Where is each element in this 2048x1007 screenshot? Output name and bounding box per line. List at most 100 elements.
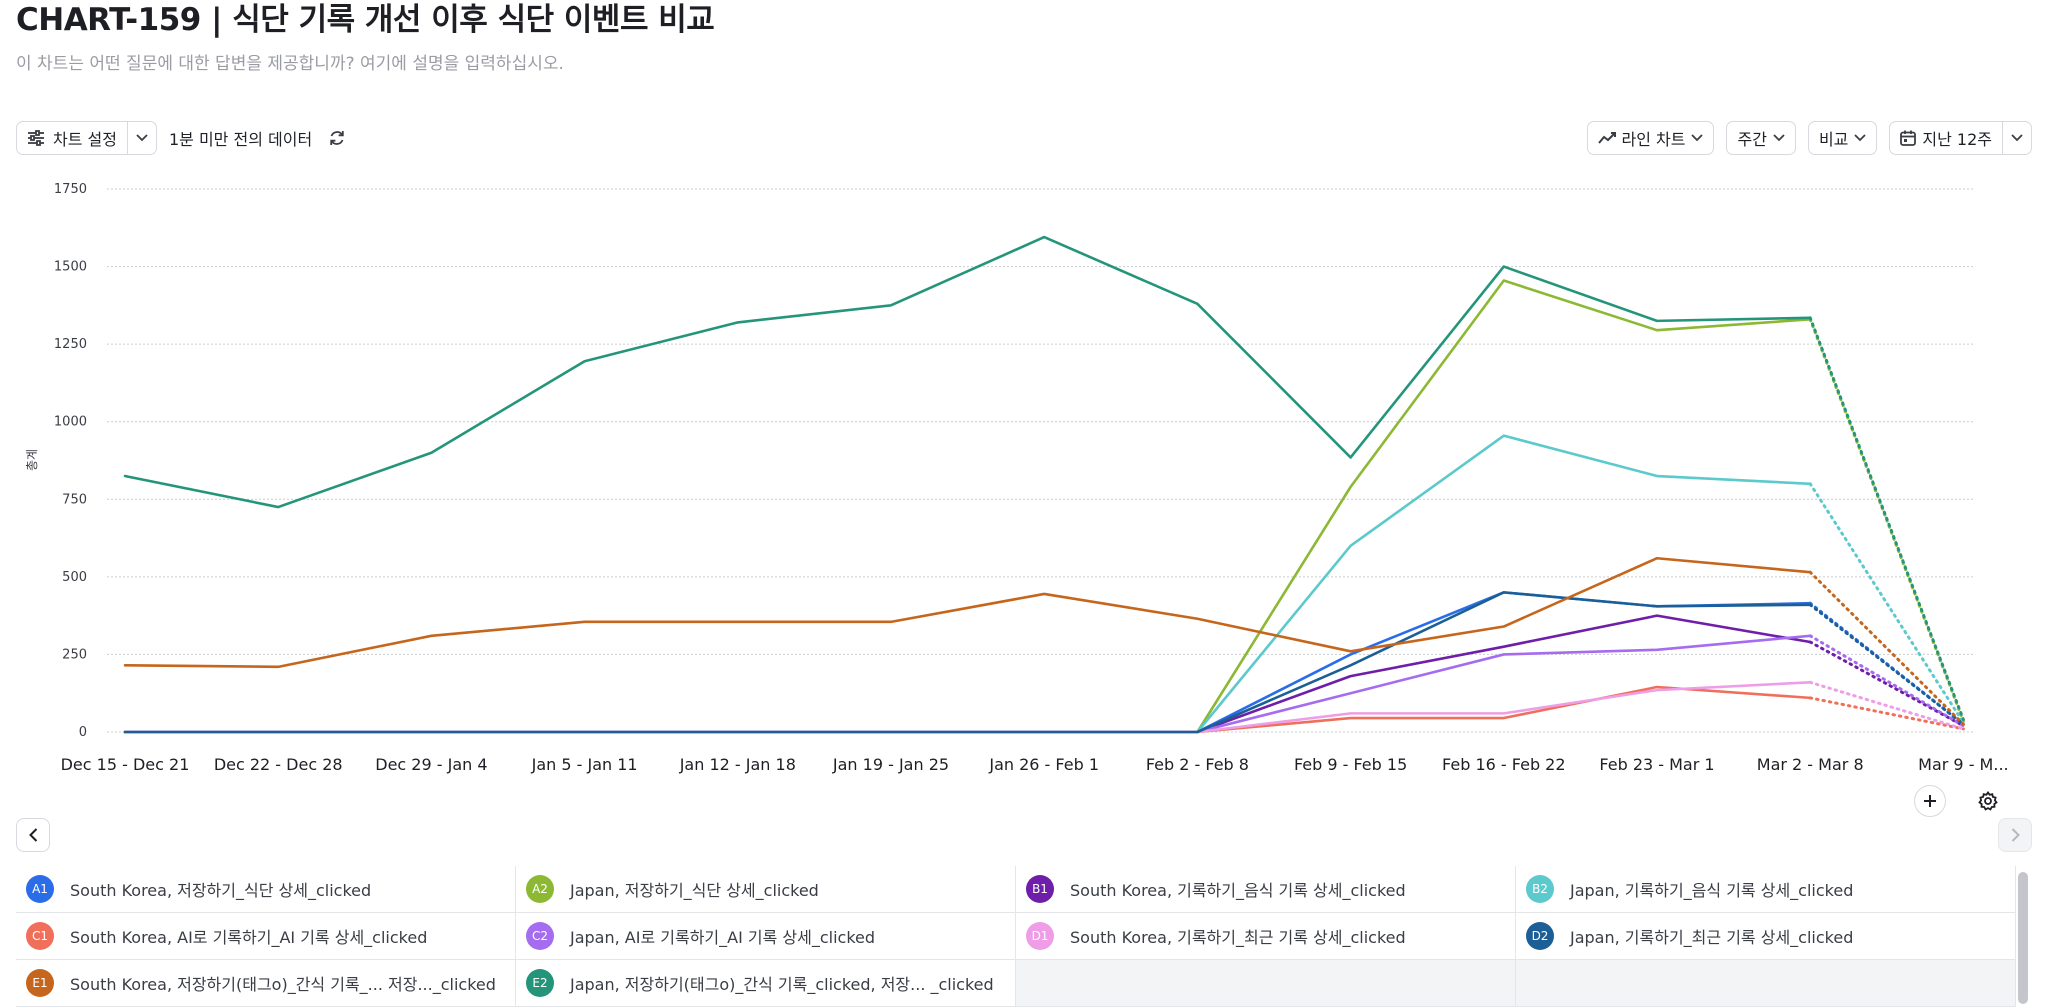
gear-icon xyxy=(1978,791,1998,811)
legend-label: Japan, AI로 기록하기_AI 기록 상세_clicked xyxy=(570,928,876,947)
x-tick-label: Dec 29 - Jan 4 xyxy=(375,755,487,774)
date-range-button[interactable]: 지난 12주 xyxy=(1890,122,2002,154)
legend-label: Japan, 기록하기_음식 기록 상세_clicked xyxy=(1570,881,1854,900)
chart-type-dropdown[interactable]: 라인 차트 xyxy=(1586,121,1715,155)
legend-item[interactable]: A2 Japan, 저장하기_식단 상세_clicked xyxy=(516,866,1016,913)
interval-label: 주간 xyxy=(1737,130,1767,149)
chevron-down-icon xyxy=(1691,134,1704,142)
chevron-down-icon xyxy=(2011,134,2023,142)
series-D2[interactable] xyxy=(123,591,1965,734)
series-E2[interactable] xyxy=(123,235,1965,722)
series-A1[interactable] xyxy=(123,591,1965,734)
chart-settings-button[interactable]: 차트 설정 xyxy=(17,122,127,154)
legend-item[interactable]: A1 South Korea, 저장하기_식단 상세_clicked xyxy=(16,866,516,913)
series-lines[interactable] xyxy=(123,235,1965,734)
interval-dropdown[interactable]: 주간 xyxy=(1726,121,1796,155)
legend-badge: D2 xyxy=(1526,922,1554,950)
series-line[interactable] xyxy=(123,279,1812,734)
legend-row: C1 South Korea, AI로 기록하기_AI 기록 상세_clicked… xyxy=(16,913,2016,960)
toolbar-right: 라인 차트 주간 비교 지난 12주 xyxy=(1586,121,2032,155)
x-tick-label: Dec 22 - Dec 28 xyxy=(214,755,343,774)
legend-label: South Korea, 기록하기_최근 기록 상세_clicked xyxy=(1070,928,1406,947)
x-tick-label: Feb 16 - Feb 22 xyxy=(1442,755,1566,774)
legend-badge: B2 xyxy=(1526,875,1554,903)
legend-badge: B1 xyxy=(1026,875,1054,903)
chevron-down-icon xyxy=(136,134,148,142)
chart-type-label: 라인 차트 xyxy=(1621,130,1686,149)
series-partial-line[interactable] xyxy=(1808,634,1965,728)
line-chart[interactable]: 0 250 500 750 1000 1250 1500 1750 Dec 15 - Dec … xyxy=(0,170,2048,785)
series-C2[interactable] xyxy=(123,634,1965,734)
legend-next-button[interactable] xyxy=(1998,818,2032,852)
chevron-down-icon xyxy=(1773,134,1785,142)
series-line[interactable] xyxy=(123,634,1812,734)
line-chart-icon xyxy=(1597,131,1616,145)
series-line[interactable] xyxy=(123,685,1812,734)
compare-dropdown[interactable]: 비교 xyxy=(1807,121,1878,155)
series-partial-line[interactable] xyxy=(1808,696,1965,731)
add-button[interactable] xyxy=(1914,785,1946,817)
series-line[interactable] xyxy=(123,591,1812,734)
legend-item[interactable]: D2 Japan, 기록하기_최근 기록 상세_clicked xyxy=(1516,913,2016,960)
series-partial-line[interactable] xyxy=(1808,680,1965,731)
legend-label: South Korea, 기록하기_음식 기록 상세_clicked xyxy=(1070,881,1406,900)
chevron-right-icon xyxy=(2011,828,2020,842)
legend-item[interactable]: C2 Japan, AI로 기록하기_AI 기록 상세_clicked xyxy=(516,913,1016,960)
series-C1[interactable] xyxy=(123,685,1965,734)
legend-prev-button[interactable] xyxy=(16,818,50,852)
series-line[interactable] xyxy=(123,591,1812,734)
legend-row: E1 South Korea, 저장하기(태그o)_간식 기록_... 저장...… xyxy=(16,960,2016,1007)
calendar-icon xyxy=(1900,130,1917,146)
legend-item[interactable]: B2 Japan, 기록하기_음식 기록 상세_clicked xyxy=(1516,866,2016,913)
chart-options-button[interactable] xyxy=(1972,785,2004,817)
series-partial-line[interactable] xyxy=(1808,316,1965,722)
date-range-dropdown[interactable] xyxy=(2002,122,2031,154)
date-range-split-button: 지난 12주 xyxy=(1889,121,2032,155)
legend-scrollbar-thumb[interactable] xyxy=(2018,872,2028,1004)
legend-item[interactable]: E2 Japan, 저장하기(태그o)_간식 기록_clicked, 저장... … xyxy=(516,960,1016,1007)
x-tick-label: Jan 19 - Jan 25 xyxy=(832,755,949,774)
series-partial-line[interactable] xyxy=(1808,603,1965,726)
y-axis-label: 총계 xyxy=(25,449,39,471)
series-line[interactable] xyxy=(123,434,1812,734)
series-E1[interactable] xyxy=(123,556,1965,726)
legend-item[interactable]: B1 South Korea, 기록하기_음식 기록 상세_clicked xyxy=(1016,866,1516,913)
series-line[interactable] xyxy=(123,556,1812,669)
chart-settings-dropdown[interactable] xyxy=(126,122,156,154)
data-freshness-text: 1분 미만 전의 데이터 xyxy=(168,130,313,149)
legend-item[interactable]: D1 South Korea, 기록하기_최근 기록 상세_clicked xyxy=(1016,913,1516,960)
compare-label: 비교 xyxy=(1818,130,1849,149)
y-tick-label: 1000 xyxy=(54,415,87,430)
refresh-icon[interactable] xyxy=(328,129,346,147)
toolbar-left: 차트 설정 1분 미만 전의 데이터 xyxy=(16,121,346,155)
legend-item[interactable]: E1 South Korea, 저장하기(태그o)_간식 기록_... 저장...… xyxy=(16,960,516,1007)
legend-label: Japan, 저장하기(태그o)_간식 기록_clicked, 저장... _c… xyxy=(570,975,994,994)
page-description[interactable]: 이 차트는 어떤 질문에 대한 답변을 제공합니까? 여기에 설명을 입력하십시… xyxy=(16,54,564,74)
y-axis-ticks: 0 250 500 750 1000 1250 1500 1750 xyxy=(54,182,87,740)
y-tick-label: 1750 xyxy=(54,182,87,197)
legend-badge: E1 xyxy=(26,969,54,997)
chevron-left-icon xyxy=(28,828,38,842)
page-title: CHART-159 | 식단 기록 개선 이후 식단 이벤트 비교 xyxy=(16,2,715,38)
legend-label: South Korea, 저장하기_식단 상세_clicked xyxy=(70,881,372,900)
chevron-down-icon xyxy=(1854,134,1867,142)
legend-label: Japan, 저장하기_식단 상세_clicked xyxy=(570,881,819,900)
x-tick-label: Feb 2 - Feb 8 xyxy=(1146,755,1249,774)
chart-settings-label: 차트 설정 xyxy=(53,130,117,149)
y-tick-label: 250 xyxy=(62,647,87,662)
legend-label: Japan, 기록하기_최근 기록 상세_clicked xyxy=(1570,928,1854,947)
series-B1[interactable] xyxy=(123,614,1965,734)
legend-empty-cell xyxy=(1016,960,1516,1007)
x-axis-ticks: Dec 15 - Dec 21 Dec 22 - Dec 28 Dec 29 - J… xyxy=(61,755,2009,774)
series-A2[interactable] xyxy=(123,279,1965,734)
legend-badge: C2 xyxy=(526,922,554,950)
series-D1[interactable] xyxy=(123,680,1965,734)
x-tick-label: Feb 23 - Mar 1 xyxy=(1599,755,1714,774)
legend-label: South Korea, 저장하기(태그o)_간식 기록_... 저장..._c… xyxy=(70,975,496,994)
legend-row: A1 South Korea, 저장하기_식단 상세_clicked A2 Japan… xyxy=(16,866,2016,913)
series-partial-line[interactable] xyxy=(1808,482,1965,725)
series-line[interactable] xyxy=(123,235,1812,509)
legend-item[interactable]: C1 South Korea, AI로 기록하기_AI 기록 상세_clicked xyxy=(16,913,516,960)
x-tick-label: Feb 9 - Feb 15 xyxy=(1294,755,1407,774)
series-line[interactable] xyxy=(123,614,1812,734)
